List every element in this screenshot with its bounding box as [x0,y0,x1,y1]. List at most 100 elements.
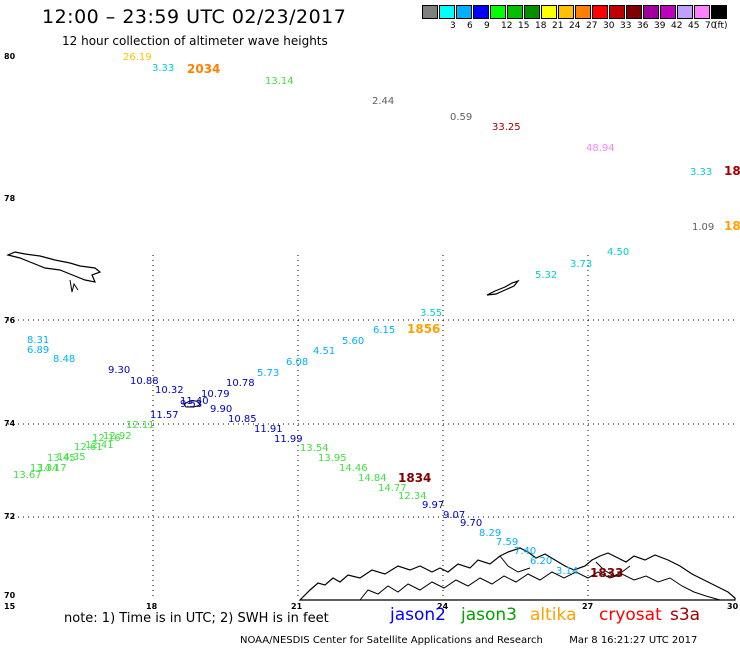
pass-time-label: 1856 [407,322,441,336]
satellite-jason3: jason3 [461,605,517,625]
units-note: note: 1) Time is in UTC; 2) SWH is in fe… [64,611,329,626]
wave-height-value: 14.46 [339,463,368,474]
pass-time-label: 18 [724,219,740,233]
lat-label-80: 80 [4,52,16,61]
colorbar-swatch [541,5,557,19]
wave-height-value: 3.33 [152,63,175,74]
credit-agency: NOAA/NESDIS Center for Satellite Applica… [240,635,543,646]
wave-height-value: 11.91 [254,424,283,435]
lon-label-15: 15 [4,602,16,611]
wave-height-value: 5.32 [535,270,558,281]
wave-height-value: 3.73 [570,259,593,270]
wave-height-value: 0.59 [450,112,473,123]
wave-height-value: 9.53 [180,399,203,410]
colorbar-swatch [490,5,506,19]
wave-height-value: 9.07 [443,510,466,521]
credit-line: NOAA/NESDIS Center for Satellite Applica… [240,635,697,646]
colorbar-label: 36 [637,21,649,31]
colorbar-label: 30 [603,21,615,31]
colorbar-label: 6 [467,21,473,31]
wave-height-value: 13.95 [318,453,347,464]
lon-label-24: 24 [437,602,449,611]
graticule [8,255,735,600]
colorbar-swatch [422,5,438,19]
colorbar-label: 45 [688,21,700,31]
colorbar-label: 24 [569,21,581,31]
wave-height-value: 14.77 [378,483,407,494]
lat-label-74: 74 [4,419,16,428]
wave-height-value: 13.67 [13,470,42,481]
wave-height-value: 13.45 [47,453,76,464]
wave-height-value: 6.15 [373,325,396,336]
wave-height-value: 3.14 [556,566,579,577]
wave-height-value: 13.34 [30,463,59,474]
satellite-s3a: s3a [670,605,701,625]
lon-label-30: 30 [727,602,739,611]
colorbar-swatch [592,5,608,19]
colorbar-swatch [626,5,642,19]
satellite-jason2: jason2 [390,605,446,625]
wave-height-value: 10.79 [201,389,230,400]
wave-height-value: 10.88 [130,376,159,387]
colorbar-label: 9 [484,21,490,31]
wave-height-value: 12.11 [126,420,155,431]
colorbar-swatch [473,5,489,19]
wave-height-value: 8.48 [53,354,76,365]
colorbar-label: 70 [705,21,717,31]
colorbar-swatch [507,5,523,19]
colorbar-swatch [456,5,472,19]
lon-label-27: 27 [582,602,594,611]
wave-height-value: 12.92 [103,431,132,442]
wave-height-value: 12.61 [74,442,103,453]
wave-height-value: 11.99 [274,434,303,445]
colorbar-swatch [660,5,676,19]
colorbar-swatch [575,5,591,19]
wave-height-value: 14.17 [38,463,67,474]
lon-label-21: 21 [291,602,303,611]
colorbar-label: 3 [450,21,456,31]
colorbar-label: 27 [586,21,598,31]
generated-timestamp: Mar 8 16:21:27 UTC 2017 [569,635,698,646]
map-subtitle: 12 hour collection of altimeter wave hei… [62,34,328,48]
wave-height-value: 26.19 [123,52,152,63]
wave-height-value: 14.35 [57,452,86,463]
colorbar-label: 33 [620,21,632,31]
wave-height-value: 48.94 [586,143,615,154]
norway-coastline [298,547,736,601]
colorbar-label: 39 [654,21,666,31]
colorbar-swatch [677,5,693,19]
wave-height-value: 8.29 [479,528,502,539]
wave-height-value: 9.97 [422,500,445,511]
wave-height-value: 14.84 [358,473,387,484]
wave-height-value: 12.41 [85,440,114,451]
colorbar-swatch [711,5,727,19]
lat-label-70: 70 [4,591,16,600]
wave-height-value: 9.30 [108,365,131,376]
colorbar-label: 42 [671,21,683,31]
colorbar-label: 18 [535,21,547,31]
pass-time-label: 1834 [398,471,432,485]
satellite-altika: altika [530,605,577,625]
wave-height-value: 6.08 [286,357,309,368]
wave-height-value: 10.32 [155,385,184,396]
colorbar-swatch [609,5,625,19]
wave-height-value: 7.40 [514,546,537,557]
colorbar-label: 21 [552,21,564,31]
pass-time-label: 18 [724,164,740,178]
colorbar-swatch [524,5,540,19]
lon-label-18: 18 [146,602,158,611]
colorbar-swatch [558,5,574,19]
svalbard-coastline [6,251,102,283]
wave-height-value: 6.20 [530,556,553,567]
wave-height-value: 1.09 [692,222,715,233]
wave-height-value: 8.31 [27,335,50,346]
wave-height-value: 5.73 [257,368,280,379]
colorbar-label: 12 [501,21,513,31]
satellite-cryosat: cryosat [599,605,662,625]
wave-height-value: 3.33 [690,167,713,178]
colorbar-swatch [694,5,710,19]
lat-label-72: 72 [4,512,16,521]
wave-height-value: 3.55 [420,308,443,319]
colorbar-label: 15 [518,21,530,31]
